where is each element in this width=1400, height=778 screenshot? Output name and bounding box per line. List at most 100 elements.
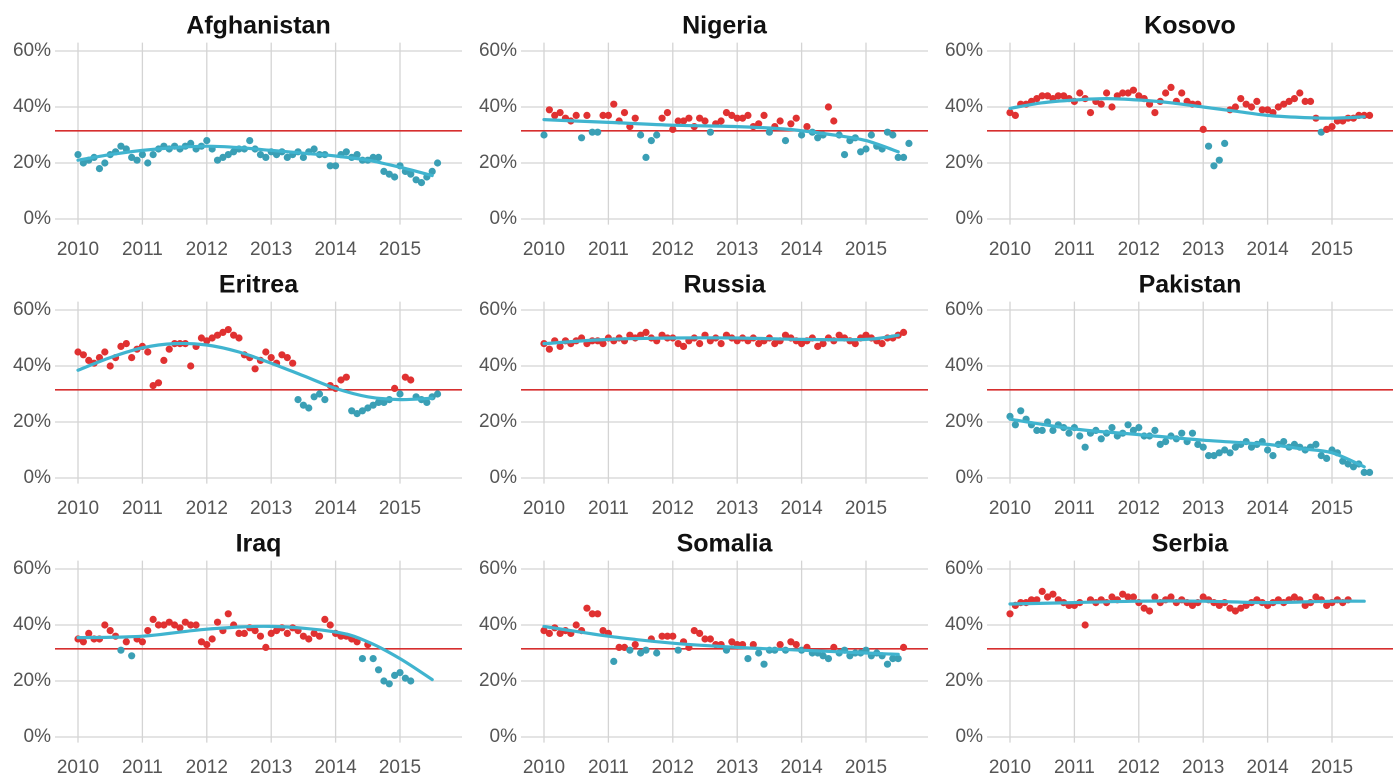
- data-point: [235, 629, 243, 638]
- y-tick-label: 20%: [13, 670, 51, 691]
- data-point: [733, 114, 741, 122]
- x-tick-label: 2012: [186, 757, 228, 778]
- data-point: [1162, 89, 1170, 97]
- data-point: [1140, 604, 1148, 612]
- x-tick-label: 2014: [314, 498, 357, 519]
- data-point: [85, 629, 93, 638]
- data-point: [765, 128, 774, 136]
- x-tick-label: 2014: [1246, 239, 1289, 260]
- data-point: [819, 652, 827, 660]
- data-point: [256, 632, 265, 640]
- data-point: [738, 114, 747, 122]
- data-point: [1151, 109, 1159, 117]
- data-point: [899, 328, 908, 336]
- data-point: [369, 655, 377, 663]
- data-point: [631, 641, 639, 649]
- data-point: [332, 162, 340, 170]
- panel-serbia: Serbia 2010 2011 2012 2013 2014 2015 0% 20% 40% 60…: [945, 530, 1393, 778]
- data-point: [1097, 435, 1105, 443]
- data-point: [1145, 607, 1154, 615]
- data-point: [197, 334, 206, 342]
- data-point: [353, 151, 361, 159]
- data-point: [1108, 593, 1116, 601]
- y-tick-label: 20%: [13, 152, 51, 173]
- x-tick-label: 2013: [716, 239, 758, 260]
- x-tick-label: 2010: [523, 498, 565, 519]
- data-point: [551, 111, 559, 119]
- data-point: [165, 345, 173, 353]
- data-point: [722, 109, 731, 117]
- data-point: [637, 649, 645, 657]
- data-point: [1129, 593, 1138, 601]
- x-tick-label: 2015: [1311, 757, 1353, 778]
- data-point: [380, 167, 388, 175]
- x-tick-label: 2011: [1054, 498, 1095, 519]
- y-tick-label: 20%: [13, 411, 51, 432]
- data-point: [192, 621, 200, 629]
- y-tick-label: 40%: [945, 614, 983, 635]
- data-point: [79, 638, 87, 646]
- data-point: [1210, 162, 1218, 170]
- data-point: [385, 170, 393, 178]
- data-point: [1011, 111, 1019, 119]
- data-point: [744, 655, 752, 663]
- data-point: [905, 139, 913, 147]
- data-point: [1049, 590, 1057, 598]
- data-point: [321, 396, 329, 404]
- data-point: [1119, 89, 1127, 97]
- data-point: [1237, 604, 1245, 612]
- y-tick-label: 60%: [479, 40, 517, 61]
- data-point: [1365, 468, 1374, 476]
- data-point: [1108, 424, 1116, 432]
- x-tick-label: 2010: [523, 757, 565, 778]
- data-point: [588, 128, 596, 136]
- data-point: [358, 655, 367, 663]
- data-point: [283, 629, 291, 638]
- data-point: [674, 340, 682, 348]
- data-point: [1339, 457, 1347, 465]
- x-tick-label: 2013: [1182, 757, 1224, 778]
- data-point: [717, 340, 725, 348]
- data-point: [224, 151, 232, 159]
- x-tick-label: 2013: [250, 498, 292, 519]
- x-tick-label: 2012: [652, 498, 694, 519]
- x-tick-label: 2011: [588, 239, 629, 260]
- data-point: [637, 131, 645, 139]
- x-tick-label: 2010: [989, 239, 1031, 260]
- data-point: [899, 643, 908, 652]
- data-point: [583, 111, 591, 119]
- panel-afghanistan: Afghanistan 2010 2011 2012 2013 2014 2015 0% 20%…: [13, 12, 462, 260]
- data-point: [803, 123, 811, 131]
- y-tick-label: 60%: [13, 558, 51, 579]
- data-point: [272, 151, 281, 159]
- data-point: [1006, 610, 1014, 618]
- data-point: [642, 153, 650, 161]
- data-point: [299, 632, 307, 640]
- data-point: [138, 638, 146, 646]
- data-point: [1264, 106, 1272, 114]
- trend-line: [1008, 417, 1366, 469]
- data-point: [294, 396, 302, 404]
- data-point: [305, 404, 313, 412]
- data-point: [213, 156, 222, 164]
- data-point: [1210, 452, 1218, 460]
- data-point: [1221, 446, 1229, 454]
- data-point: [305, 635, 313, 643]
- data-point: [412, 176, 420, 184]
- data-point: [1103, 89, 1111, 97]
- data-point: [1011, 421, 1019, 429]
- data-point: [706, 128, 714, 136]
- y-tick-label: 60%: [945, 558, 983, 579]
- x-tick-label: 2010: [57, 498, 99, 519]
- x-tick-label: 2010: [989, 757, 1031, 778]
- y-tick-label: 20%: [479, 670, 517, 691]
- data-point: [1301, 601, 1309, 610]
- data-point: [1156, 440, 1164, 448]
- data-point: [251, 627, 259, 635]
- data-point: [669, 125, 677, 133]
- data-point: [1033, 596, 1041, 604]
- data-point: [883, 128, 892, 136]
- panel-pakistan: Pakistan 2010 2011 2012 2013 2014 2015 0% 20% 40%…: [945, 271, 1393, 519]
- data-point: [1280, 438, 1288, 446]
- y-tick-label: 0%: [490, 726, 518, 747]
